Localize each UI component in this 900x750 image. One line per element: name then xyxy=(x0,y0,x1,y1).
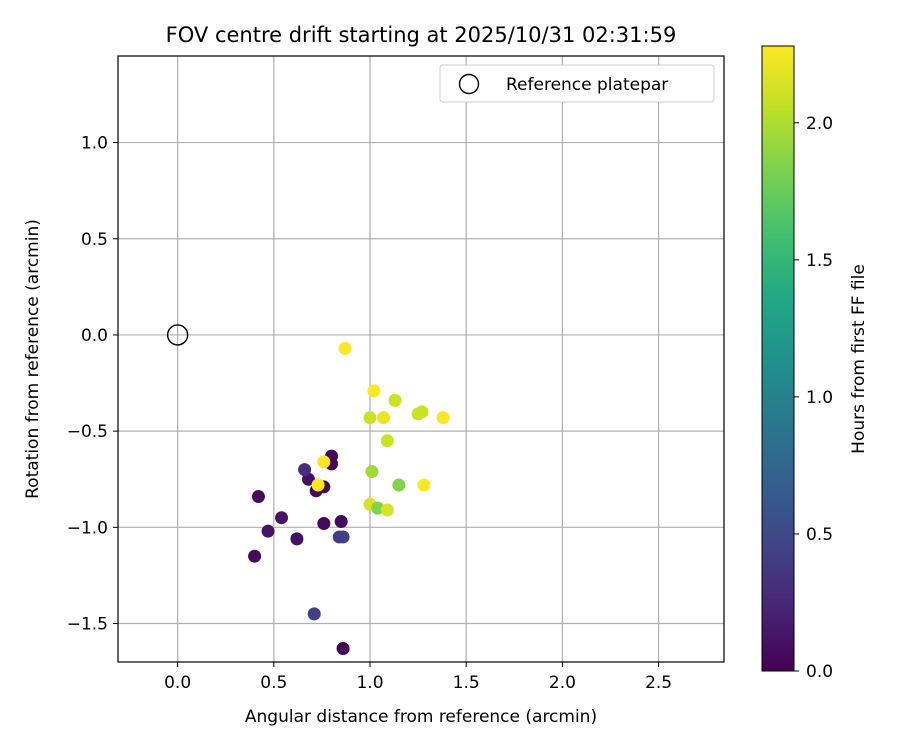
x-axis-label: Angular distance from reference (arcmin) xyxy=(245,707,597,727)
data-point xyxy=(365,465,379,479)
colorbar-tick-label: 1.5 xyxy=(806,251,833,271)
data-point xyxy=(338,341,352,355)
grid xyxy=(118,56,724,662)
legend-entry-label: Reference platepar xyxy=(506,75,668,95)
y-tick-label: −0.5 xyxy=(67,422,108,442)
y-tick-label: −1.5 xyxy=(67,615,108,635)
data-point xyxy=(261,524,275,538)
data-point xyxy=(251,490,265,504)
data-point xyxy=(275,511,289,525)
reference-marker-layer xyxy=(166,324,189,346)
data-point xyxy=(307,607,321,621)
colorbar-tick-label: 1.0 xyxy=(806,388,833,408)
x-tick-label: 1.5 xyxy=(453,673,480,693)
colorbar-tick-label: 2.0 xyxy=(806,114,833,134)
data-point xyxy=(380,434,394,448)
data-point xyxy=(388,393,402,407)
y-tick-label: 1.0 xyxy=(81,134,108,154)
data-point xyxy=(290,532,304,546)
data-point xyxy=(336,642,350,656)
y-tick-label: −1.0 xyxy=(67,518,108,538)
y-tick-label: 0.5 xyxy=(81,230,108,250)
x-tick-label: 0.5 xyxy=(260,673,287,693)
data-point xyxy=(436,411,450,425)
x-tick-label: 0.0 xyxy=(164,673,191,693)
data-point xyxy=(363,411,377,425)
data-point xyxy=(367,384,381,398)
colorbar-gradient xyxy=(761,45,795,672)
scatter-points xyxy=(248,341,450,656)
legend: Reference platepar xyxy=(439,64,715,103)
data-point xyxy=(336,530,350,544)
colorbar-tick-label: 0.5 xyxy=(806,525,833,545)
data-point xyxy=(298,463,312,477)
colorbar: 0.0 0.5 1.0 1.5 2.0 Hours from first FF file xyxy=(761,45,869,682)
legend-box xyxy=(439,64,715,103)
y-axis-label: Rotation from reference (arcmin) xyxy=(23,219,43,499)
chart-title: FOV centre drift starting at 2025/10/31 … xyxy=(166,23,677,47)
colorbar-tick-label: 0.0 xyxy=(806,662,833,682)
x-tick-label: 2.5 xyxy=(645,673,672,693)
x-axis-ticks: 0.0 0.5 1.0 1.5 2.0 2.5 xyxy=(164,662,672,693)
data-point xyxy=(371,501,385,515)
data-point xyxy=(311,478,325,492)
data-point xyxy=(334,515,348,529)
x-tick-label: 1.0 xyxy=(356,673,383,693)
y-tick-label: 0.0 xyxy=(81,326,108,346)
colorbar-ticks: 0.0 0.5 1.0 1.5 2.0 xyxy=(794,114,833,682)
x-tick-label: 2.0 xyxy=(549,673,576,693)
colorbar-label: Hours from first FF file xyxy=(849,264,869,454)
data-point xyxy=(415,405,429,419)
y-axis-ticks: 1.0 0.5 0.0 −0.5 −1.0 −1.5 xyxy=(67,134,118,635)
data-point xyxy=(376,411,390,425)
plot-frame xyxy=(117,55,725,663)
data-point xyxy=(380,503,394,517)
reference-platepar-marker xyxy=(166,324,189,346)
data-point xyxy=(317,516,331,530)
data-point xyxy=(248,549,262,563)
legend-reference-marker xyxy=(458,73,480,95)
data-point xyxy=(317,455,331,469)
data-point xyxy=(392,478,406,492)
data-point xyxy=(417,478,431,492)
